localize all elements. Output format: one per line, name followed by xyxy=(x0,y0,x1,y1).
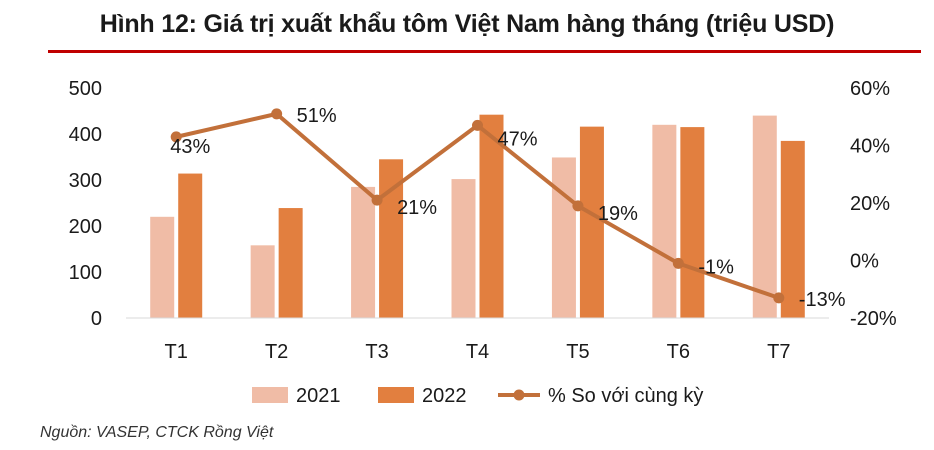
legend: 2021 2022 % So với cùng kỳ xyxy=(252,385,703,407)
bar-2022-t4 xyxy=(479,114,504,319)
bar-2022-t5 xyxy=(579,126,604,318)
bar-2022-t2 xyxy=(278,208,303,318)
x-tick-label: T2 xyxy=(265,341,288,363)
x-tick-label: T5 xyxy=(566,341,589,363)
y-right-tick-label: -20% xyxy=(850,308,897,330)
x-tick-label: T7 xyxy=(767,341,790,363)
x-tick-label: T6 xyxy=(667,341,690,363)
y-right-tick-label: 0% xyxy=(850,251,879,273)
combo-chart: 43% 51% 21% 47% 19% -1% -13% 500 400 300 200 100 0 6… xyxy=(69,78,897,407)
bar-2021-t7 xyxy=(752,115,777,318)
yoy-data-label: 19% xyxy=(598,203,638,225)
y-left-tick-label: 400 xyxy=(69,124,102,146)
bar-2022-t7 xyxy=(780,140,805,318)
y-right-tick-label: 40% xyxy=(850,136,890,158)
bar-2021-t3 xyxy=(351,186,376,318)
bar-2022-t1 xyxy=(178,173,203,318)
legend-label-2022: 2022 xyxy=(422,385,467,407)
x-tick-label: T4 xyxy=(466,341,489,363)
source-note: Nguồn: VASEP, CTCK Rồng Việt xyxy=(40,424,274,441)
bar-2022-t6 xyxy=(680,127,705,318)
bar-2021-t6 xyxy=(652,124,677,318)
yoy-line-series xyxy=(170,108,785,304)
y-left-tick-label: 200 xyxy=(69,216,102,238)
y-left-tick-label: 0 xyxy=(91,308,102,330)
axis-ticks-group: 500 400 300 200 100 0 60% 40% 20% 0% -20% T1 T2 T3 T4 T… xyxy=(69,78,897,363)
yoy-point-t7 xyxy=(773,292,785,304)
legend-label-yoy: % So với cùng kỳ xyxy=(548,385,703,407)
x-tick-label: T3 xyxy=(365,341,388,363)
yoy-point-t2 xyxy=(271,108,283,120)
yoy-data-label: 43% xyxy=(170,136,210,158)
y-right-tick-label: 20% xyxy=(850,193,890,215)
bar-2021-t2 xyxy=(250,245,275,318)
yoy-data-label: 51% xyxy=(297,105,337,127)
yoy-point-t3 xyxy=(371,194,383,206)
legend-label-2021: 2021 xyxy=(296,385,341,407)
yoy-point-t4 xyxy=(472,119,483,131)
yoy-point-t6 xyxy=(672,257,684,269)
yoy-data-label: 47% xyxy=(498,128,538,150)
y-right-tick-label: 60% xyxy=(850,78,890,100)
yoy-data-label: -1% xyxy=(698,256,734,278)
y-left-tick-label: 500 xyxy=(69,78,102,100)
y-left-tick-label: 300 xyxy=(69,170,102,192)
bar-2021-t5 xyxy=(551,157,576,318)
legend-swatch-2022 xyxy=(378,387,414,403)
data-labels-group: 43% 51% 21% 47% 19% -1% -13% xyxy=(170,105,845,311)
legend-marker-yoy xyxy=(513,389,525,401)
y-left-tick-label: 100 xyxy=(69,262,102,284)
chart-title: Hình 12: Giá trị xuất khẩu tôm Việt Nam … xyxy=(99,10,835,38)
yoy-point-t5 xyxy=(572,200,584,212)
bar-2021-t1 xyxy=(150,216,175,318)
x-tick-label: T1 xyxy=(165,341,188,363)
title-divider xyxy=(48,50,921,53)
bar-2021-t4 xyxy=(451,179,476,318)
bar-series-group xyxy=(150,114,805,319)
yoy-point-t1 xyxy=(170,131,182,143)
yoy-data-label: 21% xyxy=(397,197,437,219)
yoy-data-label: -13% xyxy=(799,289,846,311)
legend-swatch-2021 xyxy=(252,387,288,403)
